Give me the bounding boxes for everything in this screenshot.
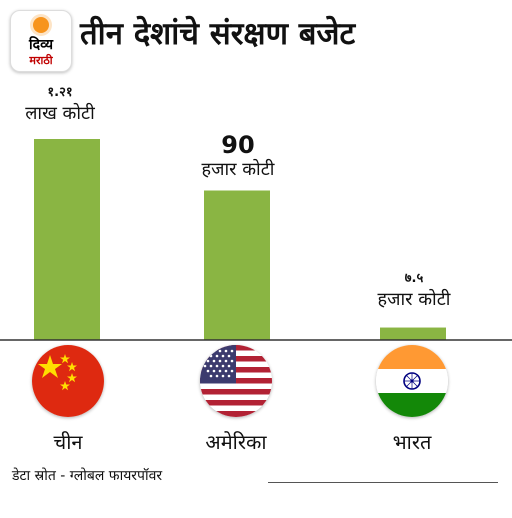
divider (268, 482, 498, 483)
india-flag-icon (376, 345, 448, 417)
logo-line-1: दिव्य (29, 37, 53, 53)
usa-flag-icon (200, 345, 272, 417)
logo-line-2: मराठी (29, 54, 53, 67)
value-label-china: १.२१ लाख कोटी (10, 86, 110, 123)
value-label-usa: 90 हजार कोटी (178, 133, 298, 179)
value-unit: हजार कोटी (201, 159, 275, 180)
value-unit: हजार कोटी (377, 289, 451, 310)
value-number: ७.५ (404, 271, 424, 286)
value-number: 90 (221, 131, 255, 159)
category-label-usa: अमेरिका (205, 430, 267, 454)
bar-usa (204, 190, 270, 340)
china-flag-icon (32, 345, 104, 417)
bar-china (34, 139, 100, 340)
sun-icon (33, 17, 49, 33)
category-label-india: भारत (392, 430, 432, 454)
bar-india (380, 327, 446, 340)
value-label-india: ७.५ हजार कोटी (354, 272, 474, 309)
value-unit: लाख कोटी (25, 103, 95, 124)
page-title: तीन देशांचे संरक्षण बजेट (80, 16, 356, 52)
divya-marathi-logo: दिव्य मराठी (10, 10, 72, 72)
value-number: १.२१ (47, 85, 73, 100)
data-source-note: डेटा स्रोत - ग्लोबल फायरपॉवर (12, 468, 163, 484)
category-label-china: चीन (53, 430, 83, 454)
